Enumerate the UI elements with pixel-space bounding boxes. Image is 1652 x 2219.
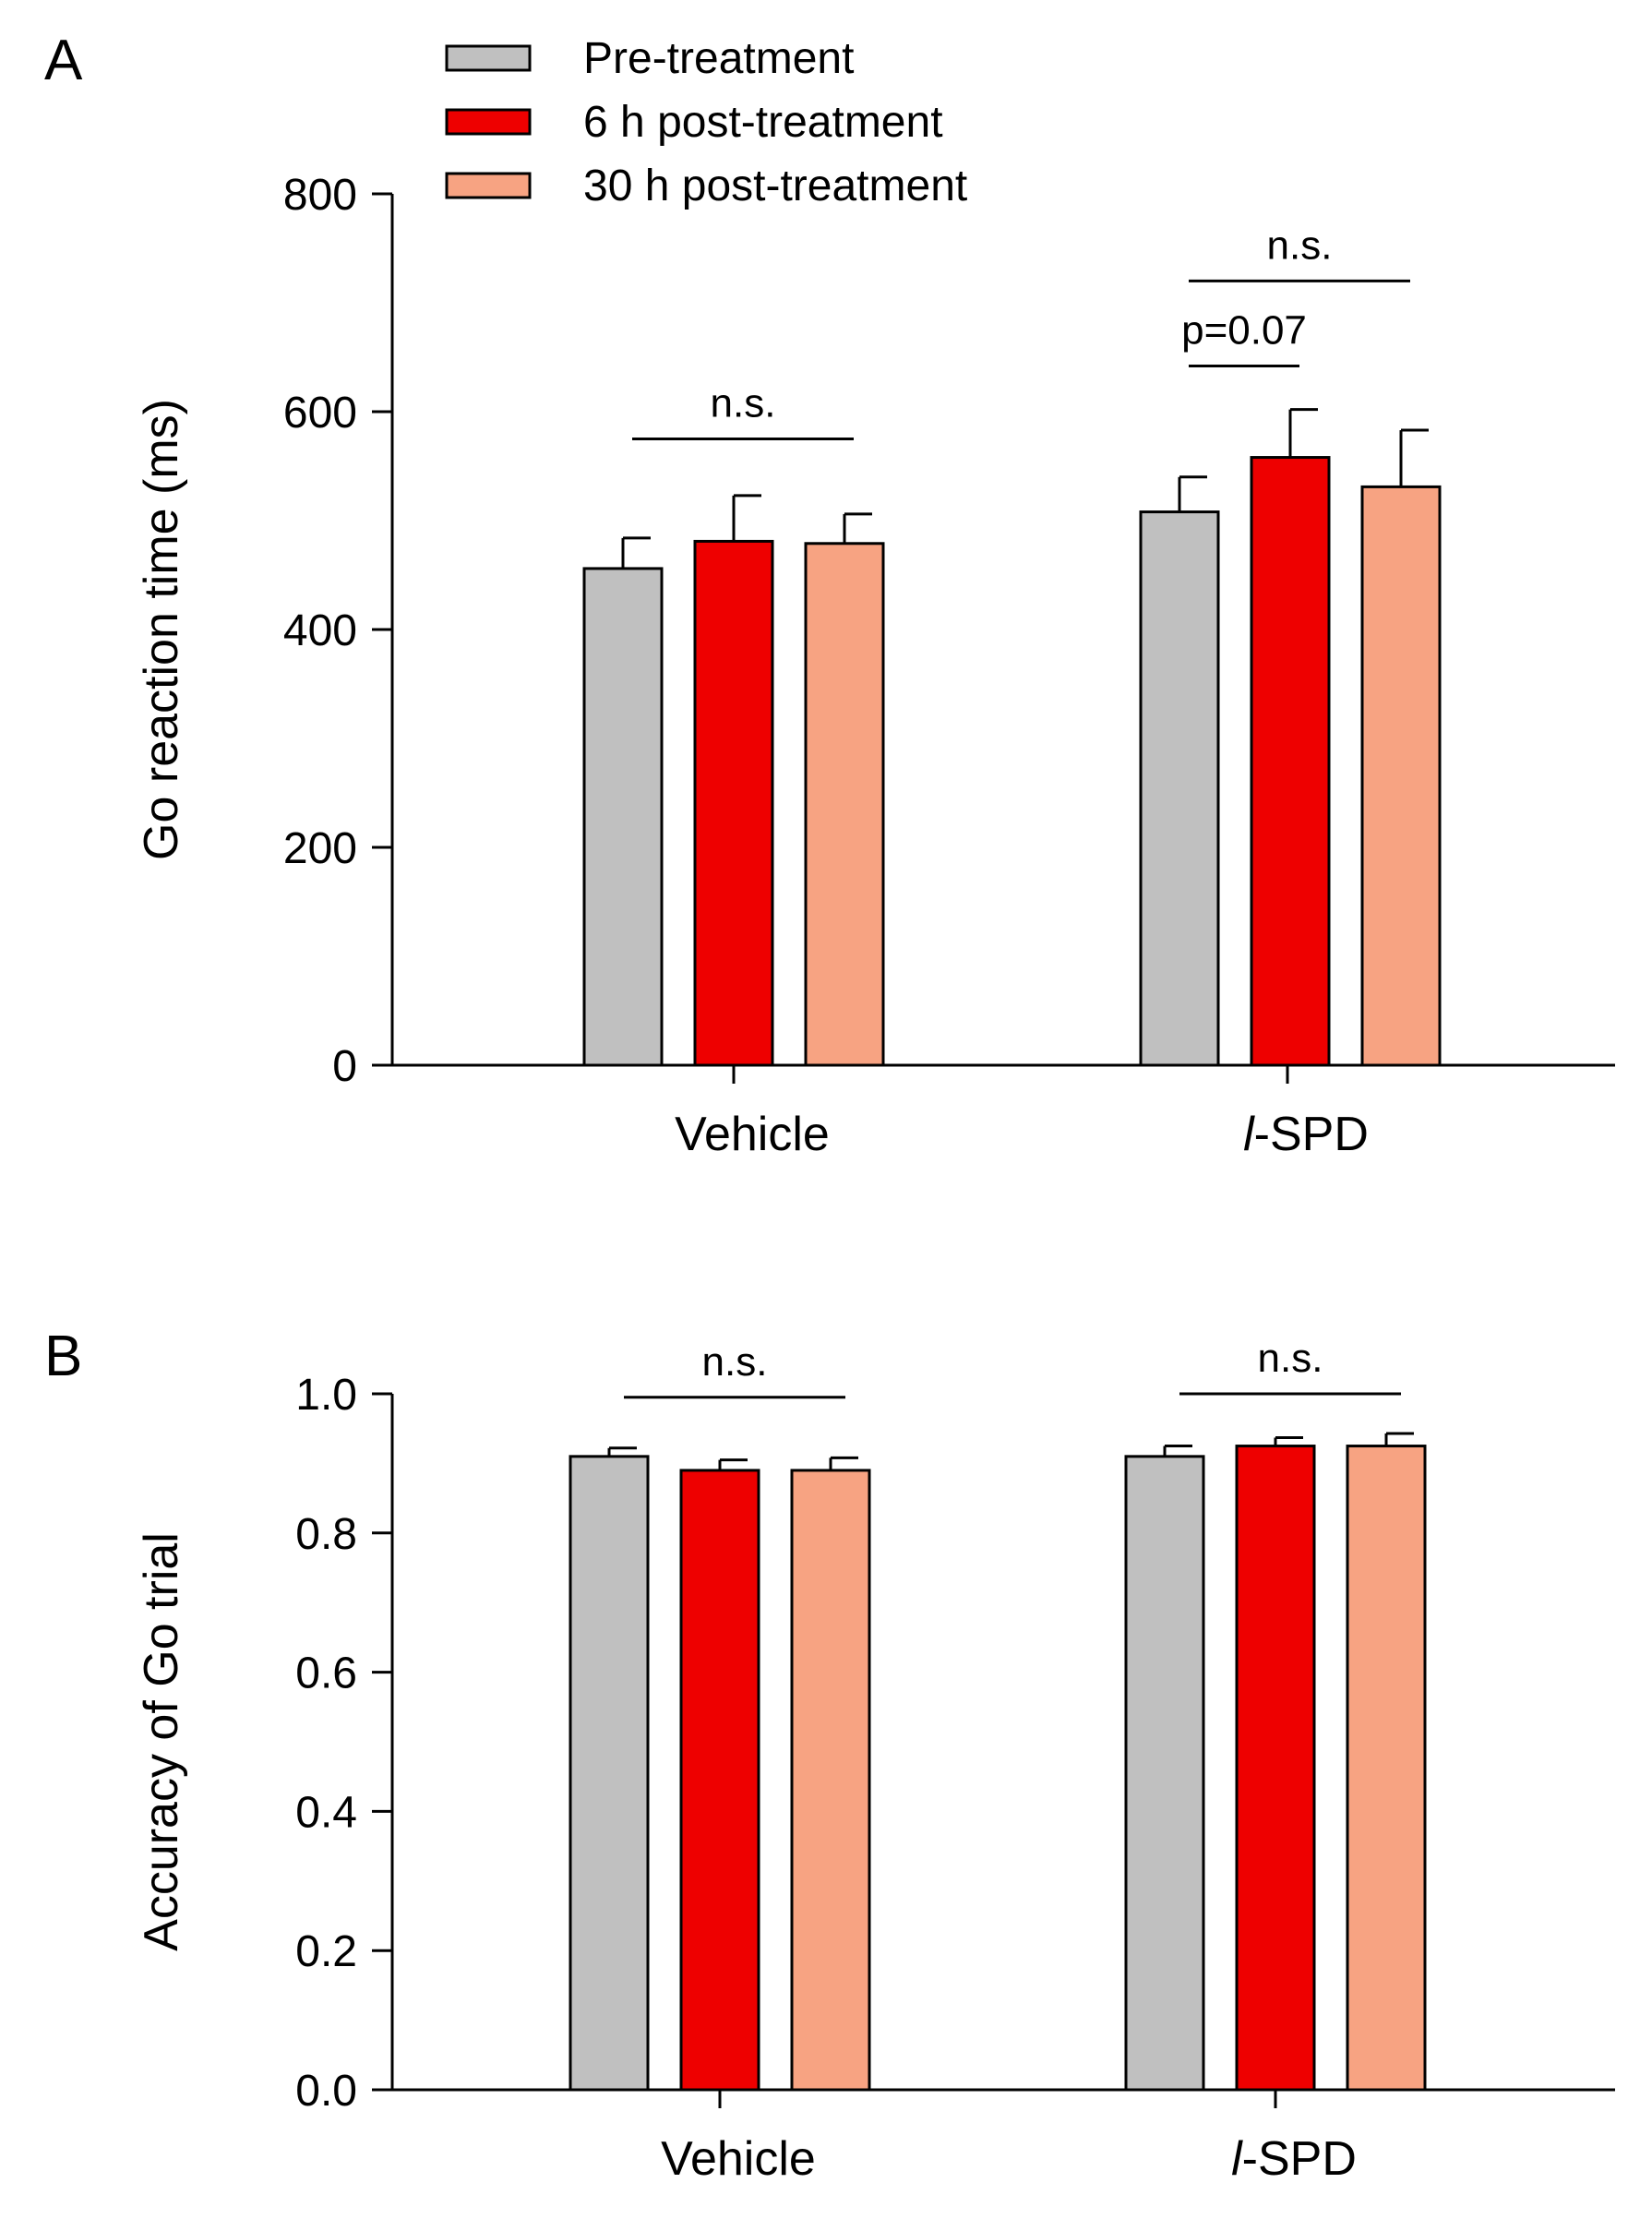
bar-l-spd-6-h-post-treatment <box>1235 1445 1316 2092</box>
panel-b-chart: 0.0 0.2 0.4 0.6 0.8 1.0 Accuracy of Go trial Ve… <box>135 1336 1615 2186</box>
y-tick-label: 0.0 <box>295 2067 357 2116</box>
x-tick-label-vehicle: Vehicle <box>661 2132 816 2186</box>
bar-vehicle-6-h-post-treatment <box>679 1469 760 2092</box>
x-tick-label-l-spd: l-SPD <box>1231 2132 1357 2186</box>
y-tick-label: 0.2 <box>295 1927 357 1976</box>
legend-swatch-6-h-post-treatment <box>445 108 532 136</box>
y-tick-label: 0.6 <box>295 1649 357 1698</box>
y-axis-label: Go reaction time (ms) <box>135 399 188 860</box>
bar-vehicle-30-h-post-treatment <box>804 542 885 1067</box>
x-tick-label-l-spd: l-SPD <box>1243 1108 1369 1161</box>
legend-swatch-30-h-post-treatment <box>445 172 532 199</box>
bar-vehicle-6-h-post-treatment <box>693 539 774 1067</box>
legend: Pre-treatment 6 h post-treatment 30 h post… <box>445 34 967 210</box>
bar-l-spd-pre-treatment <box>1139 510 1220 1067</box>
significance-label: n.s. <box>1258 1336 1323 1381</box>
y-tick-label: 0 <box>332 1042 357 1091</box>
y-tick-label: 800 <box>283 171 357 220</box>
y-tick-label: 0.8 <box>295 1510 357 1559</box>
significance-label: n.s. <box>702 1339 768 1385</box>
legend-label-pre-treatment: Pre-treatment <box>583 34 854 83</box>
panel-label-b: B <box>44 1325 82 1388</box>
significance-label: n.s. <box>711 381 776 426</box>
x-tick-label-vehicle: Vehicle <box>675 1108 830 1161</box>
panel-a-chart: 0 200 400 600 800 Go reaction time (ms) Vehicl… <box>135 171 1615 1161</box>
y-tick-label: 600 <box>283 389 357 438</box>
bar-vehicle-30-h-post-treatment <box>790 1469 871 2092</box>
significance-label: p=0.07 <box>1181 307 1307 353</box>
y-tick-label: 400 <box>283 606 357 655</box>
legend-label-6-h-post-treatment: 6 h post-treatment <box>583 98 943 147</box>
bar-vehicle-pre-treatment <box>582 567 664 1067</box>
bar-l-spd-30-h-post-treatment <box>1346 1445 1427 2092</box>
significance-label: n.s. <box>1267 222 1333 268</box>
bar-l-spd-30-h-post-treatment <box>1360 485 1442 1067</box>
legend-label-30-h-post-treatment: 30 h post-treatment <box>583 162 967 210</box>
y-axis-label: Accuracy of Go trial <box>135 1532 188 1951</box>
bar-vehicle-pre-treatment <box>569 1455 650 2092</box>
y-tick-label: 200 <box>283 824 357 873</box>
bar-l-spd-6-h-post-treatment <box>1250 456 1331 1067</box>
panel-label-a: A <box>44 29 83 92</box>
legend-swatch-pre-treatment <box>445 44 532 72</box>
bar-l-spd-pre-treatment <box>1124 1455 1205 2092</box>
y-tick-label: 1.0 <box>295 1371 357 1420</box>
y-tick-label: 0.4 <box>295 1788 357 1837</box>
